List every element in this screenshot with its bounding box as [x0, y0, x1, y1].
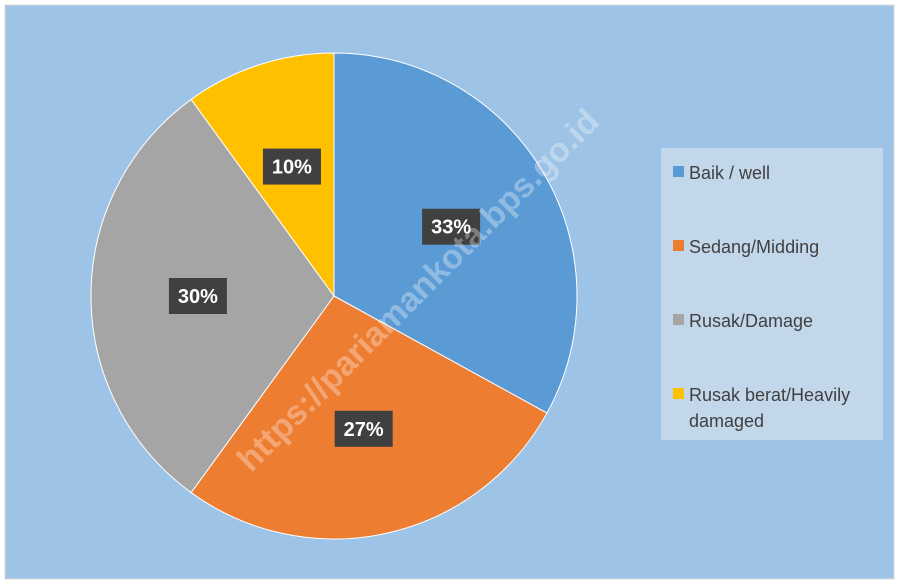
- data-label-text: 10%: [272, 157, 312, 179]
- pie-data-labels: 33% 27% 30% 10%: [168, 148, 481, 447]
- data-label-box: [422, 208, 481, 245]
- legend-label: Rusak berat/Heavily damaged: [689, 385, 851, 431]
- legend-label: Rusak/Damage: [689, 311, 814, 331]
- pie-slices: [90, 52, 578, 540]
- legend-swatch: [673, 388, 684, 399]
- data-label-box: [262, 148, 321, 185]
- data-label: 33%: [422, 208, 481, 245]
- legend-item-rusak-berat: Rusak berat/Heavily damaged: [673, 382, 877, 456]
- data-label-text: 27%: [344, 419, 384, 441]
- data-label-text: 33%: [431, 217, 471, 239]
- data-label: 30%: [168, 278, 227, 314]
- legend-swatch: [673, 240, 684, 251]
- data-label-box: [334, 410, 393, 447]
- legend-item-baik: Baik / well: [673, 160, 877, 234]
- data-label: 10%: [262, 148, 321, 185]
- legend-label: Sedang/Midding: [689, 237, 820, 257]
- data-label: 27%: [334, 410, 393, 447]
- chart-legend: Baik / well Sedang/Midding Rusak/Damage …: [661, 148, 883, 440]
- legend-item-sedang: Sedang/Midding: [673, 234, 877, 308]
- legend-swatch: [673, 166, 684, 177]
- slice-rusak-berat: [190, 52, 335, 298]
- legend-swatch: [673, 314, 684, 325]
- legend-label: Baik / well: [689, 163, 771, 183]
- legend-item-rusak: Rusak/Damage: [673, 308, 877, 382]
- data-label-text: 30%: [178, 286, 218, 308]
- data-label-box: [168, 278, 227, 314]
